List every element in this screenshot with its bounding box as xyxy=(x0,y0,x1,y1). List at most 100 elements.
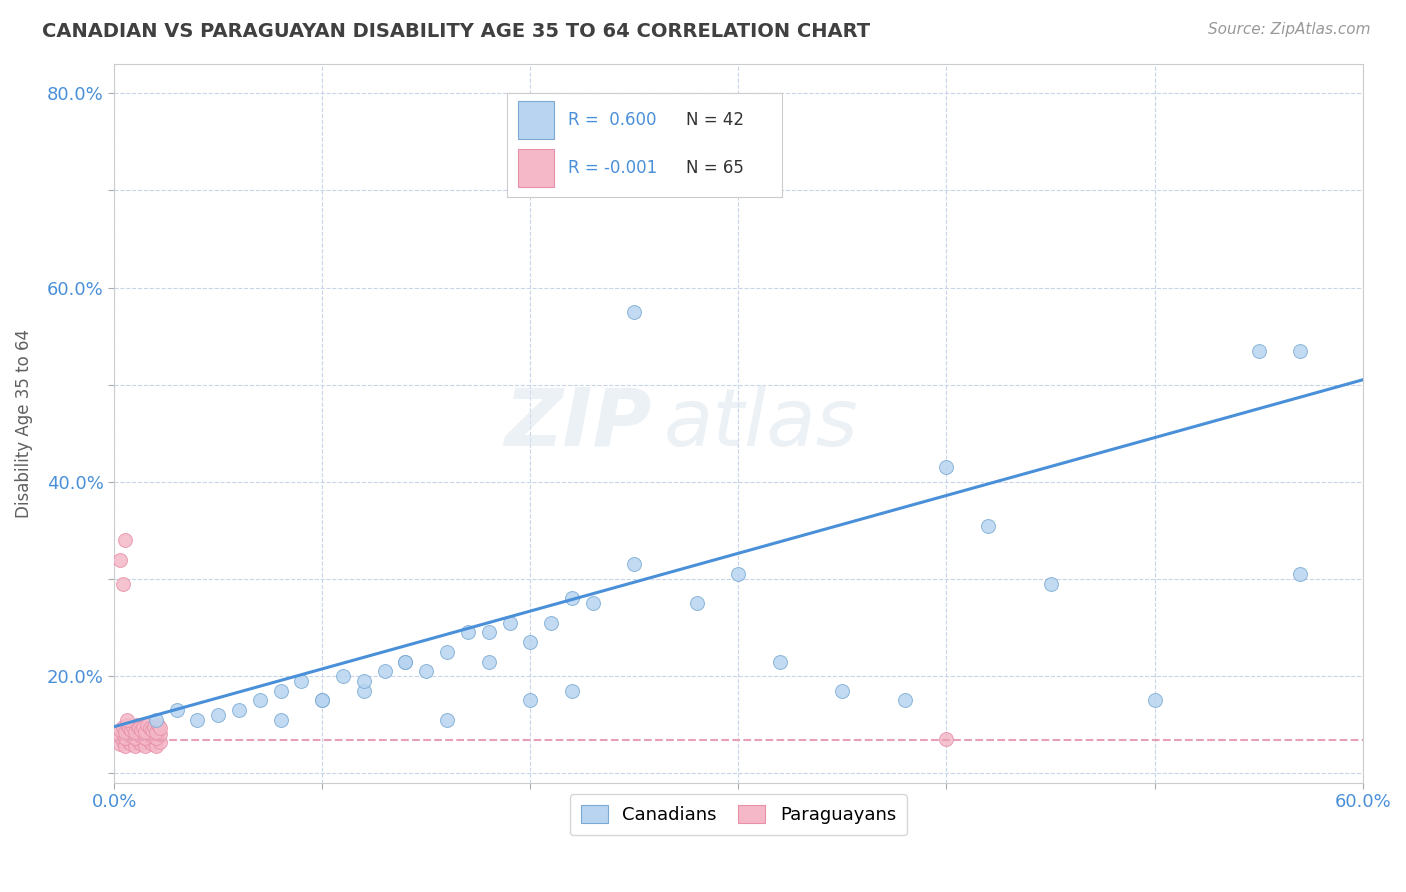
Point xyxy=(110,552,132,566)
Point xyxy=(136,732,159,747)
Text: ZIP: ZIP xyxy=(503,384,651,463)
Point xyxy=(111,577,134,591)
Point xyxy=(394,655,416,669)
Point xyxy=(436,645,458,659)
Point xyxy=(118,727,141,741)
Point xyxy=(111,726,134,740)
Point xyxy=(332,669,354,683)
Point xyxy=(353,683,375,698)
Point xyxy=(120,723,142,737)
Point xyxy=(145,731,167,746)
Point xyxy=(149,727,172,741)
Point xyxy=(115,724,138,739)
Point xyxy=(110,730,132,744)
Point xyxy=(129,730,152,744)
Point xyxy=(561,683,583,698)
Point xyxy=(146,718,169,732)
Point xyxy=(136,724,159,739)
Point xyxy=(769,655,792,669)
Point xyxy=(115,732,138,747)
Point xyxy=(134,731,156,746)
Point xyxy=(582,596,605,610)
Point xyxy=(894,693,917,707)
Point xyxy=(125,732,148,747)
Point xyxy=(111,720,134,734)
Point xyxy=(128,735,150,749)
Text: Source: ZipAtlas.com: Source: ZipAtlas.com xyxy=(1208,22,1371,37)
Y-axis label: Disability Age 35 to 64: Disability Age 35 to 64 xyxy=(15,329,32,518)
Point xyxy=(138,721,160,735)
Point xyxy=(129,737,152,751)
Point xyxy=(114,533,136,548)
Point xyxy=(145,724,167,739)
Point xyxy=(142,726,165,740)
Point xyxy=(132,726,155,740)
Point xyxy=(128,721,150,735)
Point xyxy=(114,731,136,746)
Point xyxy=(415,665,437,679)
Point xyxy=(138,727,160,741)
Point xyxy=(935,460,957,475)
Point xyxy=(132,720,155,734)
Point xyxy=(118,735,141,749)
Text: atlas: atlas xyxy=(664,384,858,463)
Point xyxy=(519,635,541,649)
Point xyxy=(120,737,142,751)
Point xyxy=(374,665,396,679)
Point xyxy=(110,723,132,737)
Point xyxy=(270,683,292,698)
Text: CANADIAN VS PARAGUAYAN DISABILITY AGE 35 TO 64 CORRELATION CHART: CANADIAN VS PARAGUAYAN DISABILITY AGE 35… xyxy=(42,22,870,41)
Point xyxy=(207,708,229,723)
Point xyxy=(831,683,853,698)
Point xyxy=(124,724,146,739)
Point xyxy=(122,734,145,748)
Point xyxy=(311,693,333,707)
Point xyxy=(498,615,520,630)
Point xyxy=(120,730,142,744)
Point xyxy=(136,718,159,732)
Point xyxy=(540,615,562,630)
Point xyxy=(125,724,148,739)
Point xyxy=(124,739,146,753)
Point xyxy=(115,713,138,727)
Point xyxy=(1289,343,1312,358)
Point xyxy=(141,723,163,737)
Point xyxy=(146,724,169,739)
Point xyxy=(122,720,145,734)
Point xyxy=(111,734,134,748)
Point xyxy=(110,737,132,751)
Point xyxy=(149,735,172,749)
Point xyxy=(129,723,152,737)
Point xyxy=(311,693,333,707)
Point xyxy=(1247,343,1270,358)
Point xyxy=(115,718,138,732)
Point xyxy=(623,305,645,319)
Point xyxy=(141,730,163,744)
Point xyxy=(561,591,583,606)
Point xyxy=(146,732,169,747)
Point xyxy=(114,739,136,753)
Point xyxy=(1039,577,1062,591)
Point xyxy=(249,693,271,707)
Point xyxy=(727,567,749,582)
Point xyxy=(519,693,541,707)
Point xyxy=(394,655,416,669)
Point xyxy=(118,721,141,735)
Point xyxy=(353,673,375,688)
Point xyxy=(478,655,501,669)
Point xyxy=(145,739,167,753)
Point xyxy=(132,734,155,748)
Point xyxy=(1143,693,1166,707)
Legend: Canadians, Paraguayans: Canadians, Paraguayans xyxy=(569,794,907,835)
Point xyxy=(1289,567,1312,582)
Point xyxy=(186,713,208,727)
Point xyxy=(977,518,1000,533)
Point xyxy=(290,673,312,688)
Point xyxy=(134,724,156,739)
Point xyxy=(623,558,645,572)
Point xyxy=(478,625,501,640)
Point xyxy=(141,737,163,751)
Point xyxy=(134,739,156,753)
Point xyxy=(138,735,160,749)
Point xyxy=(457,625,479,640)
